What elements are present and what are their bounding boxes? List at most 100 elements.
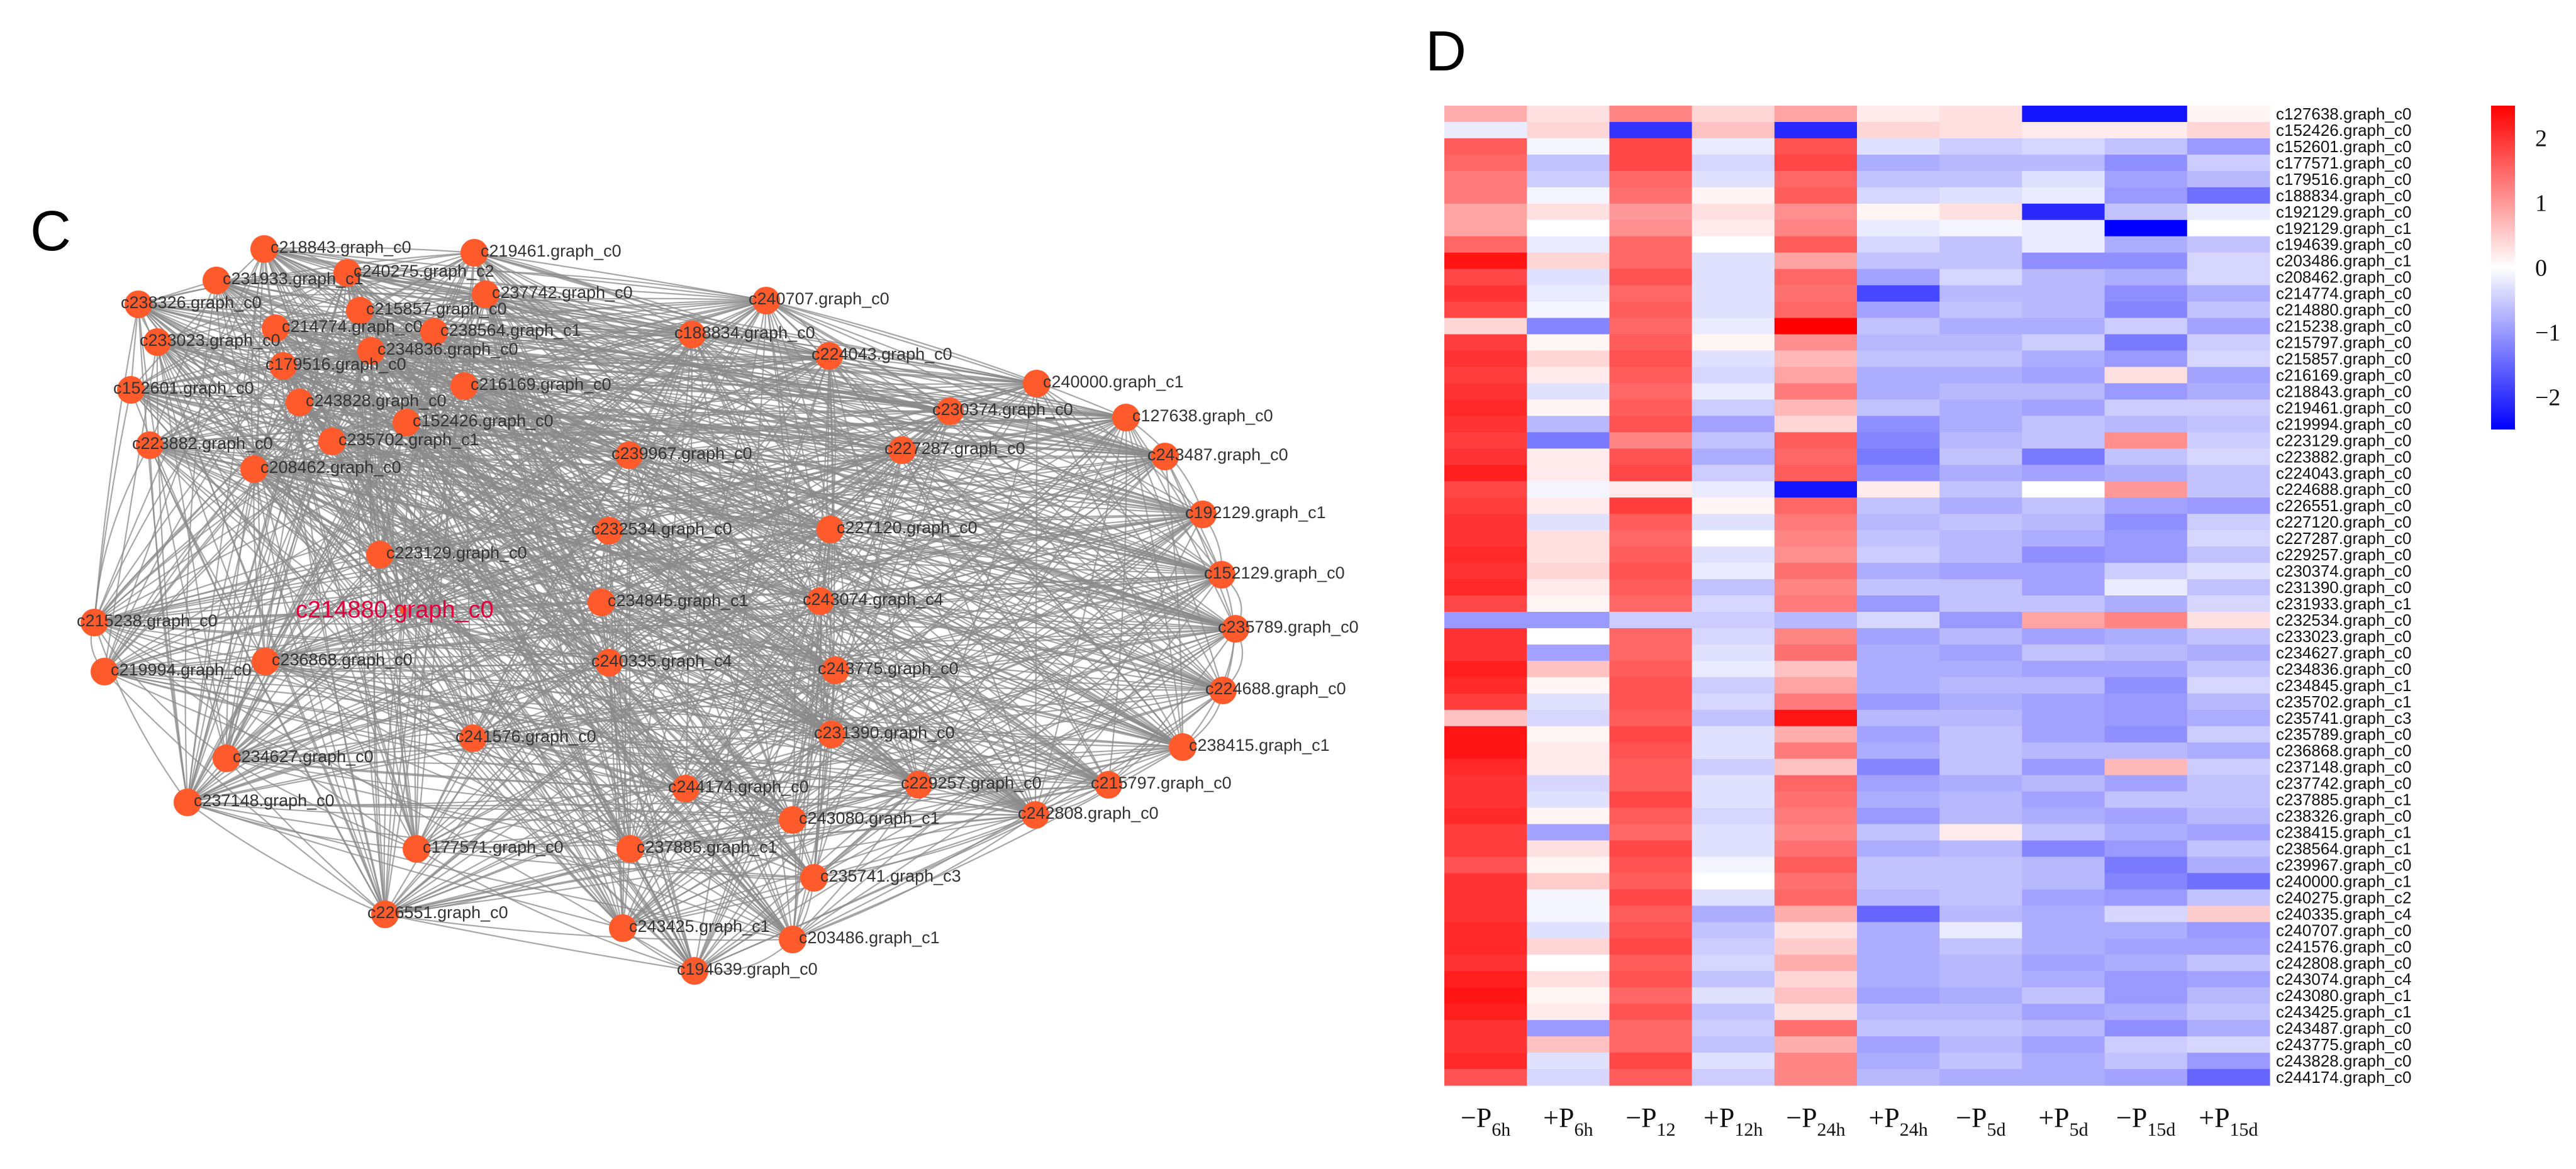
network-edge — [949, 410, 1127, 419]
heatmap-cell — [1774, 367, 1858, 384]
node-label: c224043.graph_c0 — [811, 345, 952, 363]
network-edge — [406, 422, 695, 972]
heatmap-cell — [2187, 938, 2270, 955]
heatmap-cell — [1939, 367, 2022, 384]
heatmap-cell — [1774, 252, 1858, 270]
heatmap-cell — [2104, 775, 2188, 792]
network-edge — [901, 450, 1109, 785]
node-marker — [1095, 771, 1122, 799]
colorbar-tick-label: 2 — [2535, 126, 2547, 152]
network-edge — [130, 350, 372, 391]
heatmap-cell — [1692, 840, 1775, 858]
heatmap-column-labels: −P6h +P6h −P12 +P12h −P24h +P24h −P5d +P5d −P15d… — [1461, 1102, 2258, 1140]
heatmap-column-label: +P5d — [2038, 1102, 2088, 1140]
network-edge — [104, 670, 919, 786]
heatmap-cell — [1692, 824, 1775, 841]
network-edge — [226, 528, 831, 760]
heatmap-cell — [2187, 546, 2270, 563]
network-edge — [813, 814, 1036, 879]
network-edge — [138, 303, 372, 352]
network-edge — [149, 438, 333, 446]
network-node: c243487.graph_c0 — [1147, 443, 1288, 470]
heatmap-cell — [2187, 775, 2270, 792]
heatmap-cell — [2187, 383, 2270, 400]
heatmap-cell — [1444, 236, 1527, 253]
network-edge — [130, 381, 465, 391]
heatmap-cell — [1527, 709, 1610, 727]
heatmap-cell — [1609, 677, 1693, 694]
network-node: c192129.graph_c1 — [1185, 501, 1326, 528]
heatmap-cell — [1609, 219, 1693, 237]
network-edge — [601, 601, 1236, 630]
heatmap-cell — [1774, 187, 1858, 204]
network-edge — [226, 757, 793, 821]
heatmap-cell — [2104, 399, 2188, 416]
node-marker — [174, 789, 201, 816]
heatmap-cell — [1692, 138, 1775, 155]
network-node: c239967.graph_c0 — [611, 441, 752, 469]
heatmap-cell — [1527, 252, 1610, 270]
heatmap-cell — [1939, 758, 2022, 776]
network-edge — [835, 669, 1109, 786]
heatmap-cell — [1857, 481, 1940, 498]
node-label: c177571.graph_c0 — [423, 838, 564, 856]
heatmap-row-label: c235789.graph_c0 — [2276, 725, 2411, 744]
heatmap-cell — [2187, 497, 2270, 514]
heatmap-cell — [2104, 285, 2188, 302]
network-edge — [694, 514, 1203, 972]
heatmap-cell — [1939, 170, 2022, 188]
heatmap-cell — [1527, 448, 1610, 465]
node-label: c224688.graph_c0 — [1205, 679, 1346, 698]
heatmap-cell — [2104, 106, 2188, 123]
heatmap-cell — [1692, 938, 1775, 955]
network-edge — [608, 628, 1236, 664]
heatmap-cell — [1857, 269, 1940, 286]
heatmap-cell — [1444, 563, 1527, 580]
heatmap-row-label: c227287.graph_c0 — [2276, 529, 2411, 548]
node-marker — [595, 517, 623, 545]
heatmap-row-label: c215238.graph_c0 — [2276, 317, 2411, 336]
network-node: c179516.graph_c0 — [265, 352, 406, 380]
network-edge — [464, 355, 830, 387]
network-edge — [630, 848, 695, 972]
heatmap-cell — [1609, 187, 1693, 204]
node-marker — [213, 745, 240, 772]
heatmap-cell — [1609, 856, 1693, 874]
heatmap-cell — [1527, 236, 1610, 253]
heatmap-cell — [1444, 1069, 1527, 1086]
node-marker — [366, 541, 394, 568]
heatmap-cell — [2104, 416, 2188, 433]
heatmap-cell — [2022, 236, 2105, 253]
heatmap-cell — [2187, 334, 2270, 352]
heatmap-cell — [2187, 448, 2270, 465]
node-marker — [240, 455, 268, 483]
node-marker — [117, 376, 145, 404]
heatmap-column-label: +P6h — [1543, 1102, 1593, 1140]
network-edge — [265, 660, 474, 740]
network-edge — [379, 554, 418, 850]
heatmap-cell — [1857, 1053, 1940, 1070]
network-edge — [225, 402, 301, 759]
network-edge — [622, 819, 793, 929]
node-label: c227287.graph_c0 — [884, 439, 1025, 458]
heatmap-cell — [1939, 399, 2022, 416]
network-edge — [94, 622, 227, 759]
heatmap-cell — [1857, 219, 1940, 237]
heatmap-row-label: c233023.graph_c0 — [2276, 627, 2411, 646]
node-marker — [822, 657, 849, 684]
heatmap-cell — [2104, 383, 2188, 400]
heatmap-row-label: c238326.graph_c0 — [2276, 807, 2411, 826]
heatmap-cell — [1857, 856, 1940, 874]
network-edge — [694, 417, 1127, 972]
heatmap-cell — [1692, 187, 1775, 204]
node-label: c219461.graph_c0 — [481, 241, 622, 260]
node-label: c234836.graph_c0 — [377, 340, 518, 358]
heatmap-cell — [1444, 1036, 1527, 1053]
network-edge — [157, 341, 1037, 385]
network-edge — [472, 738, 695, 972]
heatmap-cell — [1774, 807, 1858, 825]
heatmap-cell — [2187, 840, 2270, 858]
network-edge — [104, 600, 821, 673]
heatmap-row-label: c237148.graph_c0 — [2276, 758, 2411, 777]
network-edge — [622, 784, 919, 929]
